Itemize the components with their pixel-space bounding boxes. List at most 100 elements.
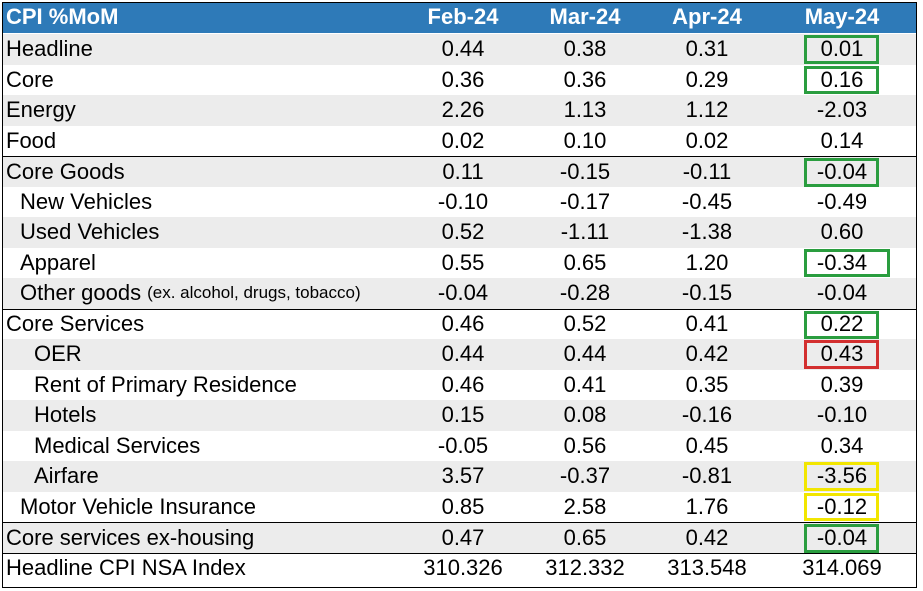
highlight-box bbox=[804, 158, 879, 187]
value-cell: -0.10 bbox=[437, 188, 489, 214]
value-cell: 0.11 bbox=[442, 158, 484, 184]
table-row: Other goods (ex. alcohol, drugs, tobacco)… bbox=[2, 278, 917, 309]
value-cell: 0.02 bbox=[441, 127, 485, 153]
value-cell: -0.81 bbox=[681, 463, 733, 489]
value-cell: 0.65 bbox=[563, 524, 607, 550]
value-cell: -0.15 bbox=[559, 158, 611, 184]
column-header-may: May-24 bbox=[804, 4, 880, 30]
row-label-text: Headline CPI NSA Index bbox=[6, 555, 246, 581]
value-cell: 0.08 bbox=[563, 402, 607, 428]
row-label-note: (ex. alcohol, drugs, tobacco) bbox=[147, 283, 361, 303]
table-row: Medical Services -0.05 0.56 0.45 0.34 bbox=[2, 431, 917, 462]
table-row: Hotels 0.15 0.08 -0.16 -0.10 bbox=[2, 400, 917, 431]
value-cell: 1.12 bbox=[685, 97, 729, 123]
table-row: Core Goods 0.11 -0.15 -0.11 -0.04 bbox=[2, 156, 917, 187]
row-label: Medical Services bbox=[34, 431, 434, 462]
row-label: Energy bbox=[6, 95, 406, 126]
row-label: Motor Vehicle Insurance bbox=[20, 492, 420, 523]
table-header-row: CPI %MoM Feb-24 Mar-24 Apr-24 May-24 bbox=[2, 2, 917, 33]
value-cell: 0.31 bbox=[685, 36, 729, 62]
row-label: Hotels bbox=[34, 400, 434, 431]
value-cell: 0.44 bbox=[563, 341, 607, 367]
value-cell: 0.36 bbox=[563, 66, 607, 92]
value-cell: -0.15 bbox=[681, 280, 733, 306]
column-header-apr: Apr-24 bbox=[672, 4, 742, 30]
row-label: Apparel bbox=[20, 248, 420, 279]
value-cell: 0.55 bbox=[441, 249, 485, 275]
value-cell: 0.16 bbox=[820, 66, 864, 92]
value-cell: 1.20 bbox=[685, 249, 729, 275]
value-cell: 0.44 bbox=[441, 36, 485, 62]
row-label-text: Food bbox=[6, 127, 57, 153]
value-cell: 0.56 bbox=[563, 432, 607, 458]
value-cell: 0.29 bbox=[685, 66, 729, 92]
row-label: Headline CPI NSA Index bbox=[6, 554, 406, 584]
value-cell: 0.22 bbox=[820, 311, 864, 337]
value-cell: -0.10 bbox=[816, 402, 868, 428]
row-label-text: Hotels bbox=[34, 402, 97, 428]
highlight-box bbox=[804, 65, 879, 94]
value-cell: 0.42 bbox=[685, 524, 729, 550]
value-cell: 0.44 bbox=[441, 341, 485, 367]
value-cell: 0.39 bbox=[820, 371, 864, 397]
value-cell: -1.38 bbox=[681, 219, 733, 245]
highlight-box bbox=[804, 248, 890, 277]
value-cell: 0.14 bbox=[820, 127, 864, 153]
row-label-text: Rent of Primary Residence bbox=[34, 371, 297, 397]
row-label: Core services ex-housing bbox=[6, 523, 406, 553]
table-row: Core Services 0.46 0.52 0.41 0.22 bbox=[2, 308, 917, 340]
table-row: Headline CPI NSA Index 310.326 312.332 313.… bbox=[2, 552, 917, 584]
value-cell: 0.10 bbox=[563, 127, 607, 153]
value-cell: 0.52 bbox=[563, 311, 607, 337]
row-label: Other goods (ex. alcohol, drugs, tobacco) bbox=[20, 278, 420, 309]
value-cell: 0.47 bbox=[441, 524, 485, 550]
value-cell: -3.56 bbox=[816, 463, 868, 489]
row-label: Core bbox=[6, 65, 406, 96]
row-label-text: Used Vehicles bbox=[20, 219, 160, 245]
row-label-text: Apparel bbox=[20, 249, 96, 275]
row-label: Food bbox=[6, 126, 406, 157]
value-cell: 1.76 bbox=[685, 493, 729, 519]
value-cell: 312.332 bbox=[545, 555, 625, 581]
value-cell: -0.49 bbox=[816, 188, 868, 214]
column-header-mar: Mar-24 bbox=[549, 4, 621, 30]
value-cell: 0.46 bbox=[441, 311, 485, 337]
row-label-text: Airfare bbox=[34, 463, 99, 489]
value-cell: -0.28 bbox=[559, 280, 611, 306]
value-cell: 0.35 bbox=[685, 371, 729, 397]
value-cell: -0.04 bbox=[816, 524, 868, 550]
table-row: Food 0.02 0.10 0.02 0.14 bbox=[2, 126, 917, 157]
row-label-text: Other goods bbox=[20, 280, 142, 306]
value-cell: -2.03 bbox=[816, 97, 868, 123]
value-cell: 0.36 bbox=[441, 66, 485, 92]
value-cell: -0.05 bbox=[437, 432, 489, 458]
table-row: Core 0.36 0.36 0.29 0.16 bbox=[2, 65, 917, 96]
row-label: New Vehicles bbox=[20, 187, 420, 218]
table-row: Motor Vehicle Insurance 0.85 2.58 1.76 -0.12 bbox=[2, 492, 917, 523]
table-row: Core services ex-housing 0.47 0.65 0.42 -0.0… bbox=[2, 522, 917, 553]
highlight-box bbox=[804, 492, 879, 521]
table-row: OER 0.44 0.44 0.42 0.43 bbox=[2, 339, 917, 370]
value-cell: -0.37 bbox=[559, 463, 611, 489]
highlight-box bbox=[804, 340, 879, 369]
row-label: Core Services bbox=[6, 310, 406, 340]
value-cell: 0.85 bbox=[441, 493, 485, 519]
row-label-text: Core bbox=[6, 66, 54, 92]
row-label: Airfare bbox=[34, 461, 434, 492]
value-cell: -0.34 bbox=[816, 249, 868, 275]
row-label: OER bbox=[34, 339, 434, 370]
value-cell: -0.17 bbox=[559, 188, 611, 214]
row-label-text: Energy bbox=[6, 97, 76, 123]
value-cell: 0.02 bbox=[685, 127, 729, 153]
value-cell: 313.548 bbox=[667, 555, 747, 581]
table-row: Headline 0.44 0.38 0.31 0.01 bbox=[2, 34, 917, 65]
row-label-text: Core Services bbox=[6, 311, 145, 337]
value-cell: 2.58 bbox=[563, 493, 607, 519]
highlight-box bbox=[804, 524, 879, 553]
table-row: Airfare 3.57 -0.37 -0.81 -3.56 bbox=[2, 461, 917, 492]
value-cell: 314.069 bbox=[802, 555, 882, 581]
row-label: Rent of Primary Residence bbox=[34, 370, 434, 401]
highlight-box bbox=[804, 462, 879, 491]
value-cell: -0.45 bbox=[681, 188, 733, 214]
value-cell: 0.01 bbox=[820, 36, 864, 62]
